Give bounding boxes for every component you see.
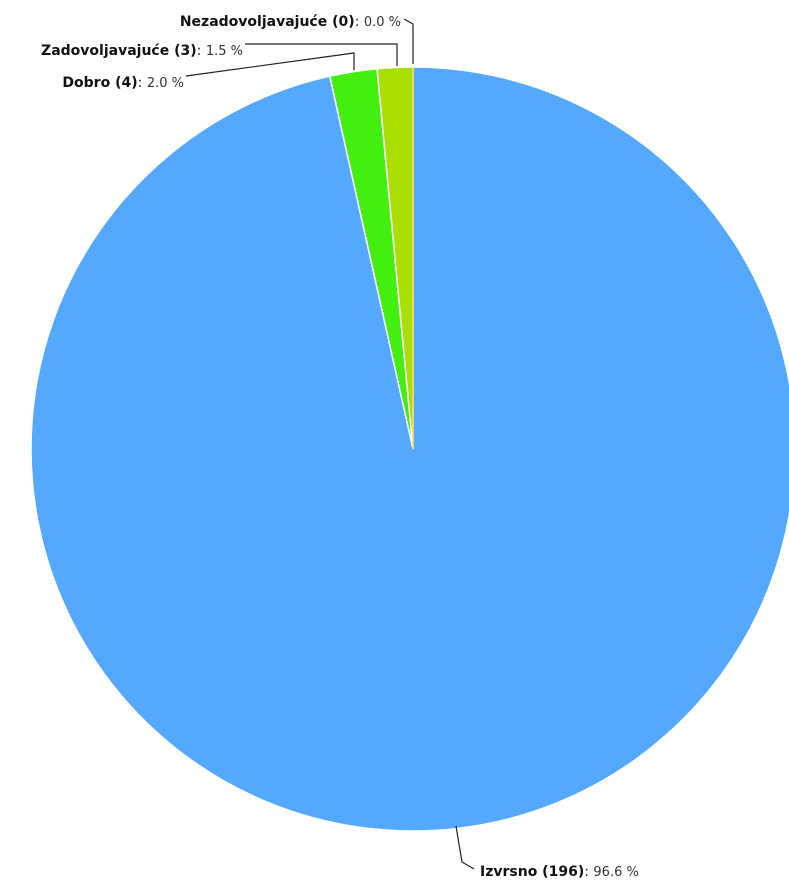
slice-name-zadovoljavajuce: Zadovoljavajuće: [41, 43, 169, 59]
slice-name-dobro: Dobro: [62, 75, 110, 91]
slice-labels: Nezadovoljavajuće (0): 0.0 % Zadovoljava…: [41, 14, 639, 880]
slice-percent-zadovoljavajuce: 1.5 %: [206, 44, 243, 59]
slice-count-zadovoljavajuce: 3: [181, 43, 191, 59]
slice-name-izvrsno: Izvrsno: [480, 864, 538, 880]
slice-name-nezadovoljavajuce: Nezadovoljavajuće: [180, 14, 327, 30]
slice-count-izvrsno: 196: [549, 864, 578, 880]
slice-label-zadovoljavajuce: Zadovoljavajuće (3): 1.5 %: [41, 43, 243, 59]
leader-line-izvrsno: [455, 825, 475, 870]
leader-line-nezadovoljavajuce: [403, 18, 414, 64]
slice-count-dobro: 4: [122, 75, 132, 91]
slice-label-nezadovoljavajuce: Nezadovoljavajuće (0): 0.0 %: [180, 14, 401, 30]
leader-line-dobro: [185, 52, 355, 77]
pie-slices: [30, 66, 789, 832]
leader-line-zadovoljavajuce: [245, 43, 398, 66]
slice-count-nezadovoljavajuce: 0: [339, 14, 349, 30]
slice-percent-dobro: 2.0 %: [147, 76, 184, 91]
pie-slice-izvrsno: [30, 66, 789, 832]
slice-percent-izvrsno: 96.6 %: [593, 865, 638, 880]
slice-label-dobro: Dobro (4): 2.0 %: [62, 75, 184, 91]
slice-percent-nezadovoljavajuce: 0.0 %: [364, 15, 401, 30]
slice-label-izvrsno: Izvrsno (196): 96.6 %: [480, 864, 639, 880]
